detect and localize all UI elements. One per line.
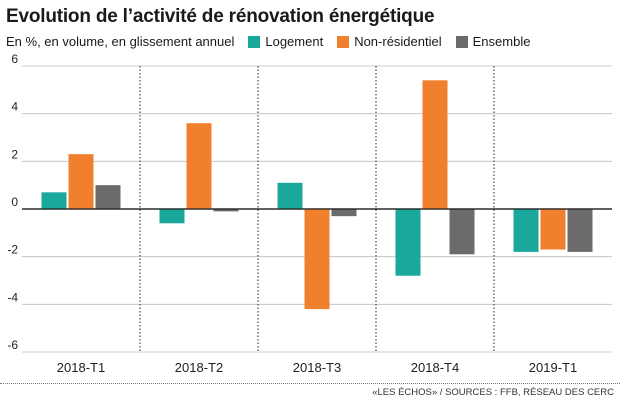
legend-swatch-logement xyxy=(248,35,261,48)
bar-non-r-sidentiel-2018-t2 xyxy=(186,123,212,209)
legend-swatch-non-residentiel xyxy=(337,35,350,48)
legend-label-non-residentiel: Non-résidentiel xyxy=(354,34,442,49)
bar-ensemble-2018-t4 xyxy=(449,209,475,255)
y-tick-label: -4 xyxy=(7,290,18,304)
legend-item-non-residentiel: Non-résidentiel xyxy=(337,34,442,49)
x-tick-label: 2019-T1 xyxy=(529,360,577,375)
x-tick-label: 2018-T1 xyxy=(57,360,105,375)
y-tick-label: 2 xyxy=(11,147,18,161)
legend-item-ensemble: Ensemble xyxy=(455,34,531,49)
bar-non-r-sidentiel-2019-t1 xyxy=(540,209,566,250)
legend-label-logement: Logement xyxy=(265,34,324,49)
legend-item-logement: Logement xyxy=(248,34,323,49)
y-tick-label: -2 xyxy=(7,243,18,257)
bar-logement-2018-t1 xyxy=(41,192,67,209)
bar-non-r-sidentiel-2018-t3 xyxy=(304,209,330,310)
y-tick-label: 4 xyxy=(11,100,18,114)
subtitle-legend-row: En %, en volume, en glissement annuel Lo… xyxy=(6,34,530,49)
bar-ensemble-2018-t2 xyxy=(213,209,239,212)
bar-logement-2019-t1 xyxy=(513,209,539,252)
legend-swatch-ensemble xyxy=(455,35,468,48)
y-tick-label: 6 xyxy=(11,52,18,66)
bar-logement-2018-t3 xyxy=(277,182,303,209)
bar-logement-2018-t4 xyxy=(395,209,421,276)
bar-ensemble-2018-t3 xyxy=(331,209,357,217)
chart-title: Evolution de l’activité de rénovation én… xyxy=(6,6,435,27)
bar-ensemble-2018-t1 xyxy=(95,185,121,209)
bar-ensemble-2019-t1 xyxy=(567,209,593,252)
bar-non-r-sidentiel-2018-t4 xyxy=(422,80,448,209)
x-tick-label: 2018-T4 xyxy=(411,360,459,375)
bar-chart: 6 4 2 0 -2 -4 -6 2018-T1 2018-T2 2018-T3 2018-T4 20… xyxy=(7,52,612,375)
chart-subtitle: En %, en volume, en glissement annuel xyxy=(6,34,235,49)
legend-label-ensemble: Ensemble xyxy=(472,34,531,49)
footer-divider xyxy=(0,383,620,384)
x-tick-label: 2018-T3 xyxy=(293,360,341,375)
x-tick-label: 2018-T2 xyxy=(175,360,223,375)
bar-logement-2018-t2 xyxy=(159,209,185,224)
bar-non-r-sidentiel-2018-t1 xyxy=(68,154,94,209)
y-tick-label: -6 xyxy=(7,338,18,352)
y-tick-label: 0 xyxy=(11,195,18,209)
source-credit: «LES ÉCHOS» / SOURCES : FFB, RÉSEAU DES … xyxy=(372,387,614,398)
